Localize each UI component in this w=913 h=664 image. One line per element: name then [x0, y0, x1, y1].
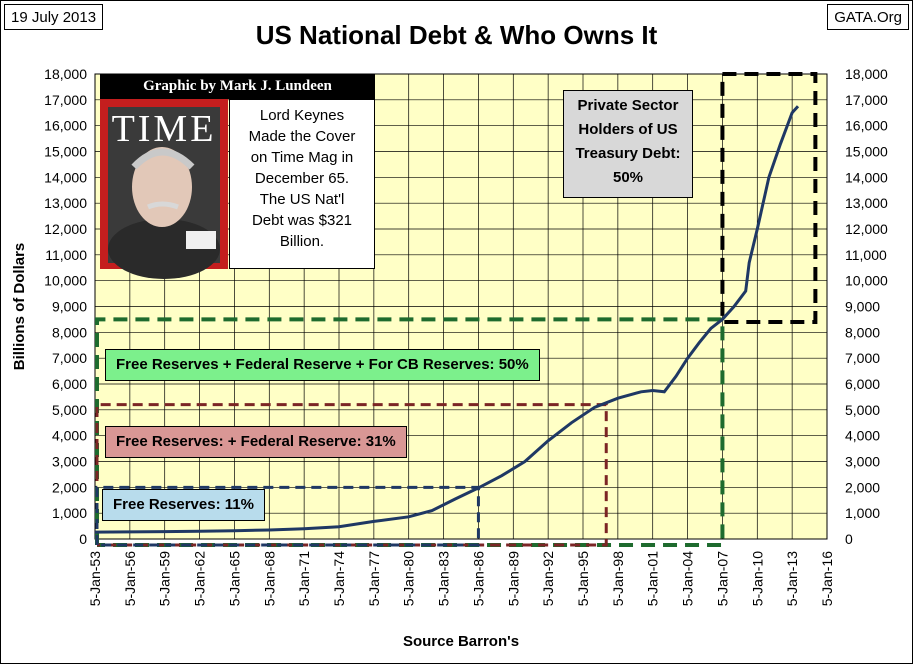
x-tick-label: 5-Jan-13 [784, 551, 800, 606]
x-tick-label: 5-Jan-65 [226, 551, 242, 606]
x-tick-label: 5-Jan-62 [192, 551, 208, 606]
keynes-note-line: Lord Keynes [259, 107, 345, 124]
y-tick-label-right: 16,000 [845, 118, 888, 134]
y-tick-label-left: 9,000 [52, 299, 87, 315]
graphic-credit: Graphic by Mark J. Lundeen [100, 74, 375, 99]
y-tick-label-left: 8,000 [52, 324, 87, 340]
y-tick-label-right: 11,000 [845, 247, 887, 263]
x-tick-label: 5-Jan-86 [470, 551, 486, 606]
free-fed-reserves-box: Free Reserves: + Federal Reserve: 31% [105, 426, 407, 458]
keynes-note-line: Made the Cover [248, 128, 356, 145]
keynes-note: Lord Keynes Made the Cover on Time Mag i… [229, 99, 375, 269]
x-tick-label: 5-Jan-83 [436, 551, 452, 606]
y-tick-label-right: 5,000 [845, 402, 880, 418]
y-axis-left: 0 1,000 2,000 3,000 4,000 5,000 6,000 7,000 8,00… [44, 66, 87, 547]
x-tick-label: 5-Jan-68 [261, 551, 277, 606]
y-tick-label-right: 13,000 [845, 195, 888, 211]
x-tick-label: 5-Jan-71 [296, 551, 312, 606]
private-sector-line: 50% [612, 169, 644, 186]
x-tick-label: 5-Jan-56 [122, 551, 138, 606]
y-tick-label-right: 17,000 [845, 92, 888, 108]
y-tick-label-right: 4,000 [845, 428, 880, 444]
cover-name-tag [186, 231, 216, 249]
x-axis: 5-Jan-53 5-Jan-56 5-Jan-59 5-Jan-62 5-Jan-65… [87, 551, 835, 606]
y-tick-label-left: 13,000 [44, 195, 87, 211]
x-tick-label: 5-Jan-89 [505, 551, 521, 606]
y-tick-label-left: 11,000 [45, 247, 87, 263]
y-tick-label-right: 12,000 [845, 221, 888, 237]
x-tick-label: 5-Jan-74 [331, 551, 347, 606]
x-tick-label: 5-Jan-10 [749, 551, 765, 606]
x-tick-label: 5-Jan-53 [87, 551, 103, 606]
y-axis-label: Billions of Dollars [11, 243, 28, 371]
keynes-note-line: Billion. [279, 233, 325, 250]
y-tick-label-left: 17,000 [44, 92, 87, 108]
cover-hair-shape [131, 148, 195, 170]
y-tick-label-right: 6,000 [845, 376, 880, 392]
x-axis-label: Source Barron's [403, 633, 519, 650]
y-tick-label-right: 2,000 [845, 479, 880, 495]
y-tick-label-right: 7,000 [845, 350, 880, 366]
cover-moustache-shape [147, 201, 179, 210]
time-cover-image: TIME [100, 99, 228, 279]
y-tick-label-right: 8,000 [845, 324, 880, 340]
x-tick-label: 5-Jan-16 [819, 551, 835, 606]
y-tick-label-right: 3,000 [845, 454, 880, 470]
chart-title: US National Debt & Who Owns It [255, 20, 658, 50]
y-axis-right: 0 1,000 2,000 3,000 4,000 5,000 6,000 7,000 8,00… [845, 66, 888, 547]
y-tick-label-right: 9,000 [845, 299, 880, 315]
y-tick-label-left: 4,000 [52, 428, 87, 444]
x-tick-label: 5-Jan-07 [714, 551, 730, 606]
y-tick-label-right: 1,000 [845, 505, 880, 521]
private-sector-line: Holders of US [578, 121, 678, 138]
private-sector-line: Private Sector [577, 97, 679, 114]
x-tick-label: 5-Jan-04 [680, 551, 696, 606]
x-tick-label: 5-Jan-92 [540, 551, 556, 606]
x-tick-label: 5-Jan-98 [610, 551, 626, 606]
source-site-label: GATA.Org [827, 4, 909, 30]
y-tick-label-left: 7,000 [52, 350, 87, 366]
x-tick-label: 5-Jan-01 [645, 551, 661, 606]
keynes-note-line: December 65. [254, 170, 350, 187]
y-tick-label-left: 18,000 [44, 66, 87, 82]
y-tick-label-left: 16,000 [44, 118, 87, 134]
x-tick-label: 5-Jan-59 [157, 551, 173, 606]
debt-series-line [94, 105, 800, 534]
y-tick-label-right: 15,000 [845, 144, 888, 160]
maroon-ref-box [95, 403, 608, 547]
y-tick-label-left: 5,000 [52, 402, 87, 418]
free-fed-cb-reserves-box: Free Reserves + Federal Reserve + For CB… [105, 349, 540, 381]
keynes-note-line: The US Nat'l [259, 191, 345, 208]
private-sector-line: Treasury Debt: [575, 145, 681, 162]
y-tick-label-left: 15,000 [44, 144, 87, 160]
cover-masthead-text: TIME [112, 108, 217, 150]
date-label: 19 July 2013 [4, 4, 104, 30]
keynes-note-line: Debt was $321 [251, 212, 353, 229]
x-tick-label: 5-Jan-95 [575, 551, 591, 606]
y-tick-label-right: 0 [845, 531, 853, 547]
y-tick-label-right: 18,000 [845, 66, 888, 82]
private-sector-box: Private Sector Holders of US Treasury De… [563, 90, 693, 198]
y-tick-label-left: 2,000 [52, 479, 87, 495]
y-tick-label-left: 0 [79, 531, 87, 547]
y-tick-label-left: 14,000 [44, 169, 87, 185]
x-tick-label: 5-Jan-80 [401, 551, 417, 606]
private-sector-ref-box [720, 72, 818, 324]
y-tick-label-left: 3,000 [52, 454, 87, 470]
y-tick-label-left: 1,000 [52, 505, 87, 521]
keynes-note-line: on Time Mag in [250, 149, 354, 166]
y-tick-label-left: 6,000 [52, 376, 87, 392]
y-tick-label-right: 14,000 [845, 169, 888, 185]
x-tick-label: 5-Jan-77 [366, 551, 382, 606]
y-tick-label-right: 10,000 [845, 273, 888, 289]
y-tick-label-left: 10,000 [44, 273, 87, 289]
y-tick-label-left: 12,000 [44, 221, 87, 237]
free-reserves-box: Free Reserves: 11% [102, 489, 265, 521]
